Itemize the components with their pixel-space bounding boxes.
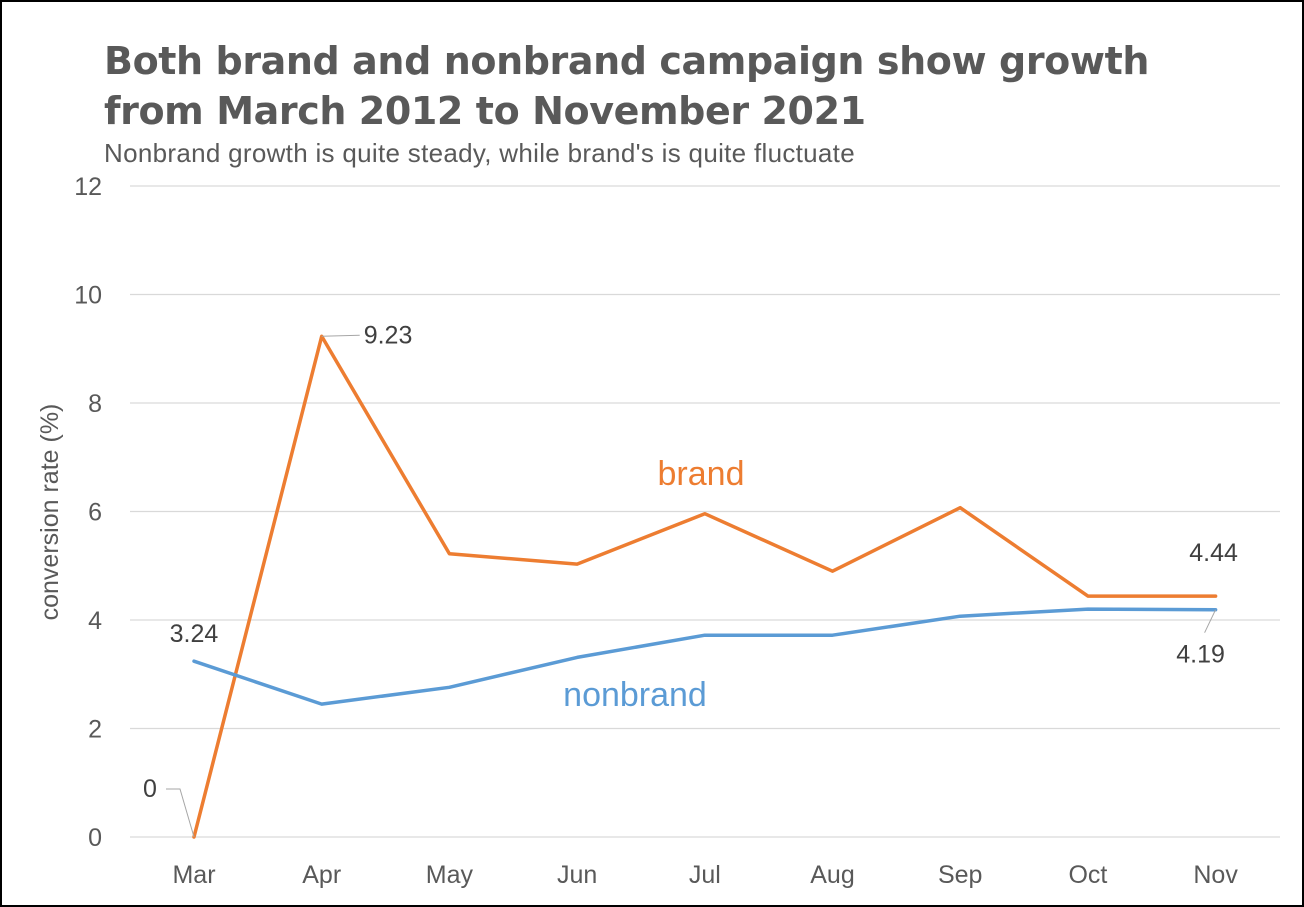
y-axis-label: conversion rate (%) [36,404,64,621]
x-axis-ticks: Mar Apr May Jun Jul Aug Sep Oct Nov [172,861,1238,889]
y-tick-label: 0 [88,824,102,852]
data-label: 0 [143,775,157,803]
x-tick-label: May [426,861,474,889]
y-tick-label: 8 [88,390,102,418]
x-tick-label: Mar [172,861,215,889]
y-tick-label: 6 [88,499,102,527]
x-tick-label: Oct [1068,861,1107,889]
series-label-brand: brand [658,455,745,493]
x-tick-label: Nov [1193,861,1238,889]
series-label-nonbrand: nonbrand [563,676,707,714]
y-axis-ticks: 0 2 4 6 8 10 12 [74,173,102,852]
data-labels: 0 9.23 4.44 3.24 4.19 [143,321,1238,838]
gridlines [130,185,1280,838]
x-tick-label: Aug [810,861,854,889]
x-tick-label: Jul [689,861,721,889]
series-line-nonbrand [192,607,1218,706]
x-tick-label: Jun [557,861,597,889]
y-tick-label: 10 [74,282,102,310]
series [192,334,1218,839]
y-tick-label: 4 [88,607,102,635]
chart-title: Both brand and nonbrand campaign show gr… [104,39,1149,133]
data-label-leader-line [166,788,195,838]
data-label: 3.24 [170,620,219,648]
x-tick-label: Sep [938,861,982,889]
chart-subtitle: Nonbrand growth is quite steady, while b… [104,138,855,168]
data-label: 4.44 [1189,539,1238,567]
data-label: 4.19 [1176,641,1225,669]
y-tick-label: 12 [74,173,102,201]
data-label-leader-line [1204,609,1217,633]
series-line-brand [192,334,1218,839]
data-label: 9.23 [364,321,413,349]
x-tick-label: Apr [302,861,341,889]
data-label-leader-line [321,334,360,337]
y-tick-label: 2 [88,716,102,744]
